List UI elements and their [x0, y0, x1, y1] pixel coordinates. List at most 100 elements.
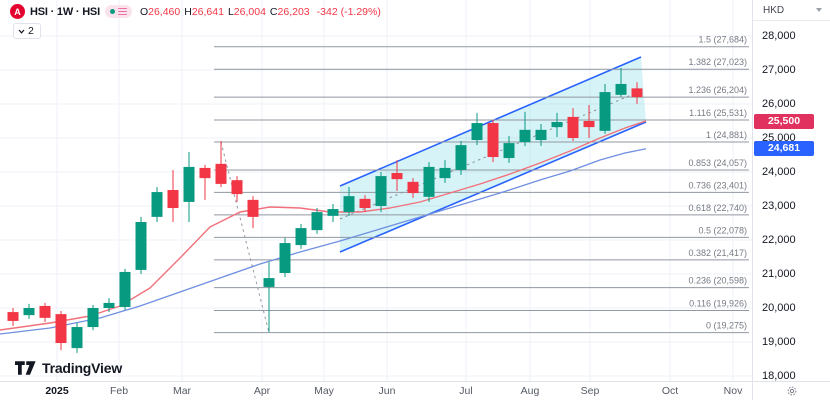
price-tick-label: 28,000: [762, 29, 796, 42]
candle[interactable]: [7, 308, 19, 327]
time-tick-label: Nov: [723, 385, 743, 397]
candle[interactable]: [519, 111, 531, 147]
candle[interactable]: [263, 262, 275, 333]
candle[interactable]: [535, 124, 547, 146]
gear-icon: [787, 386, 796, 396]
candle[interactable]: [343, 186, 355, 216]
candle[interactable]: [199, 164, 211, 200]
candle[interactable]: [487, 119, 499, 163]
blue-ma-line[interactable]: [0, 148, 647, 335]
market-status-pill[interactable]: [104, 5, 132, 18]
price-scale-currency[interactable]: HKD: [753, 0, 830, 21]
time-scale[interactable]: 2025 Feb Mar Apr May Jun Jul Aug Sep Oct Nov: [0, 381, 752, 400]
candle[interactable]: [23, 303, 35, 319]
price-tick-label: 27,000: [762, 63, 796, 76]
candle[interactable]: [215, 141, 227, 187]
chart-canvas[interactable]: 1.5 (27,684) 1.382 (27,023) 1.236 (26,204)…: [0, 0, 752, 381]
candle[interactable]: [439, 160, 451, 183]
price-tick-label: 25,000: [762, 131, 796, 144]
time-tick-label: 2025: [45, 385, 69, 397]
fib-level-label: 0.736 (23,401): [688, 180, 747, 190]
fib-level-label: 0.236 (20,598): [688, 276, 747, 286]
time-tick-label: Aug: [520, 385, 540, 397]
tradingview-watermark[interactable]: TradingView: [15, 360, 122, 376]
time-tick-label: Mar: [172, 385, 192, 397]
candle[interactable]: [103, 298, 115, 313]
symbol-logo-icon: A: [10, 4, 25, 19]
candle[interactable]: [551, 112, 563, 137]
price-tick-label: 19,000: [762, 335, 796, 348]
high-value: 26,641: [191, 5, 224, 18]
candle[interactable]: [55, 311, 67, 351]
candle[interactable]: [423, 162, 435, 202]
candle[interactable]: [455, 141, 467, 176]
ma-slow-price-tag: 24,681: [754, 141, 814, 157]
candle[interactable]: [247, 196, 259, 229]
candle[interactable]: [167, 169, 179, 222]
candle[interactable]: [375, 172, 387, 213]
chevron-down-icon: [18, 29, 25, 34]
candle[interactable]: [615, 67, 627, 97]
fib-level-label: 0.5 (22,078): [698, 225, 747, 235]
time-tick-label: May: [314, 385, 334, 397]
indicators-collapse-button[interactable]: 2: [13, 23, 41, 39]
candle[interactable]: [39, 302, 51, 322]
ohlc-values: O26,460 H26,641 L26,004 C26,203: [139, 5, 310, 18]
scale-settings-corner[interactable]: [752, 381, 830, 400]
fib-level-label: 1.5 (27,684): [698, 35, 747, 45]
price-scale[interactable]: HKD 28,000 27,000 26,000 25,000 24,000 23,000…: [752, 0, 830, 382]
price-tick-label: 26,000: [762, 97, 796, 110]
close-value: 26,203: [277, 5, 310, 18]
price-tick-label: 23,000: [762, 199, 796, 212]
fib-level-label: 1.116 (25,531): [689, 108, 747, 118]
candle[interactable]: [503, 135, 515, 163]
candle[interactable]: [359, 195, 371, 213]
time-tick-label: Apr: [253, 385, 271, 397]
price-tick-label: 20,000: [762, 301, 796, 314]
market-open-dot-icon: [109, 9, 115, 14]
symbol-legend[interactable]: A HSI · 1W · HSI O26,460 H26,641 L26,004…: [10, 4, 381, 19]
fib-retracement-drawing[interactable]: 1.5 (27,684) 1.382 (27,023) 1.236 (26,204)…: [214, 35, 749, 334]
candle[interactable]: [71, 322, 83, 353]
candle[interactable]: [599, 83, 611, 134]
fib-level-label: 1.382 (27,023): [688, 57, 747, 67]
price-tick-label: 24,000: [762, 165, 796, 178]
candle[interactable]: [183, 151, 195, 222]
chevron-down-icon: [816, 8, 822, 12]
candle[interactable]: [327, 203, 339, 222]
channel-median-line: [339, 89, 644, 220]
tradingview-logo-icon: [15, 361, 36, 375]
time-tick-label: Sep: [580, 385, 600, 397]
candle[interactable]: [231, 176, 243, 202]
fib-level-label: 1 (24,881): [706, 130, 747, 140]
price-tick-label: 22,000: [762, 233, 796, 246]
symbol-title[interactable]: HSI · 1W · HSI: [30, 5, 100, 18]
candle[interactable]: [391, 160, 403, 192]
tradingview-logo-text: TradingView: [42, 360, 123, 376]
candle[interactable]: [471, 112, 483, 146]
time-tick-label: Feb: [109, 385, 129, 397]
candle[interactable]: [151, 186, 163, 222]
candle[interactable]: [631, 82, 643, 104]
fib-level-label: 0 (19,275): [706, 321, 747, 331]
candles: [7, 67, 643, 353]
candle[interactable]: [583, 105, 595, 138]
candle[interactable]: [311, 208, 323, 234]
price-tick-label: 21,000: [762, 267, 796, 280]
open-value: 26,460: [148, 5, 181, 18]
candle[interactable]: [87, 304, 99, 331]
candle[interactable]: [279, 237, 291, 278]
fib-level-label: 1.236 (26,204): [688, 85, 747, 95]
fib-level-label: 0.116 (19,926): [689, 299, 747, 309]
candle[interactable]: [135, 216, 147, 274]
price-tick-label: 18,000: [762, 369, 796, 382]
candle[interactable]: [567, 108, 579, 142]
mixer-icon: [117, 7, 127, 16]
indicators-count: 2: [28, 25, 34, 37]
candle[interactable]: [407, 178, 419, 198]
candle[interactable]: [119, 268, 131, 311]
time-tick-label: Jul: [459, 385, 473, 397]
candle[interactable]: [295, 224, 307, 249]
fib-level-label: 0.382 (21,417): [688, 248, 747, 258]
